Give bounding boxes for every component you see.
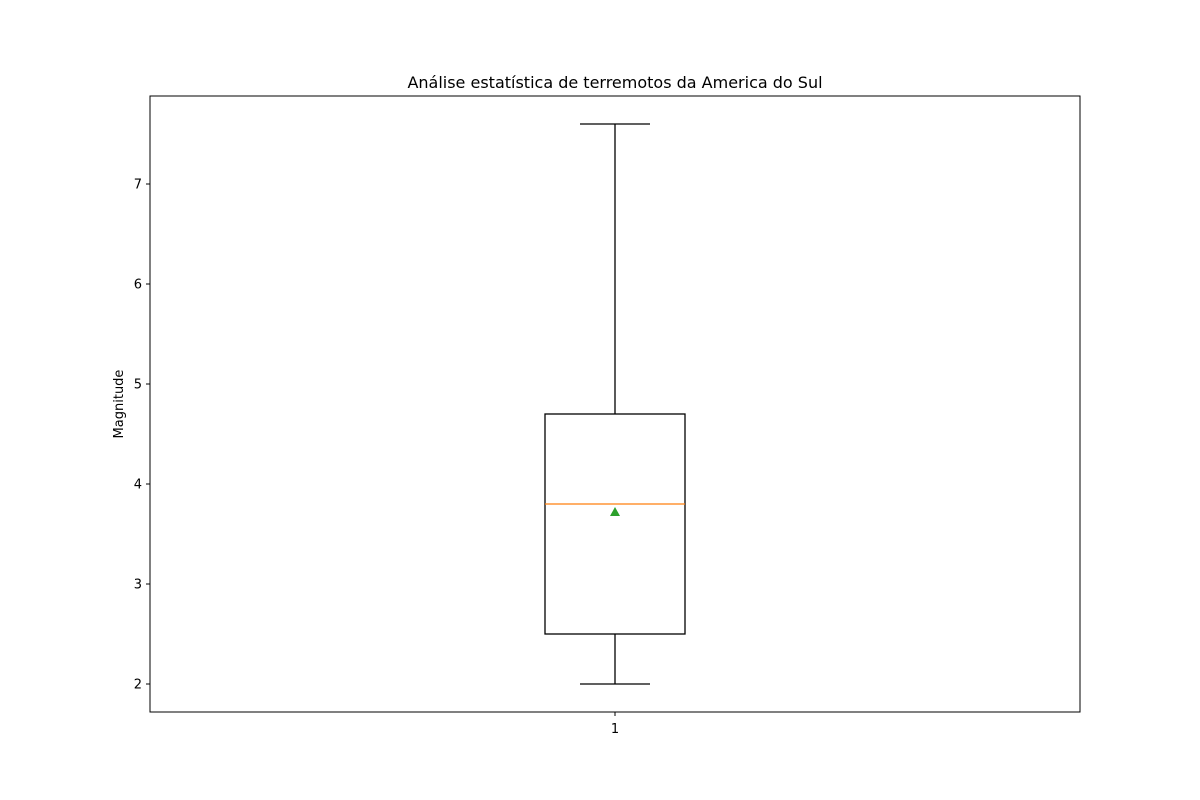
- y-axis-ticks: 2 3 4 5 6 7: [134, 178, 150, 693]
- y-tick-label: 7: [134, 178, 142, 193]
- chart-title: Análise estatística de terremotos da Ame…: [407, 73, 822, 92]
- box-group: [544, 123, 686, 685]
- y-tick-label: 5: [134, 378, 142, 393]
- y-axis-label: Magnitude: [112, 370, 127, 439]
- y-tick-label: 2: [134, 678, 142, 693]
- x-axis-ticks: 1: [611, 712, 619, 737]
- y-tick-label: 6: [134, 278, 142, 293]
- x-tick-label: 1: [611, 722, 619, 737]
- y-tick-label: 4: [134, 478, 142, 493]
- y-tick-label: 3: [134, 578, 142, 593]
- mean-marker: [610, 507, 620, 516]
- iqr-box: [544, 413, 686, 635]
- box-plot-series: [544, 123, 686, 685]
